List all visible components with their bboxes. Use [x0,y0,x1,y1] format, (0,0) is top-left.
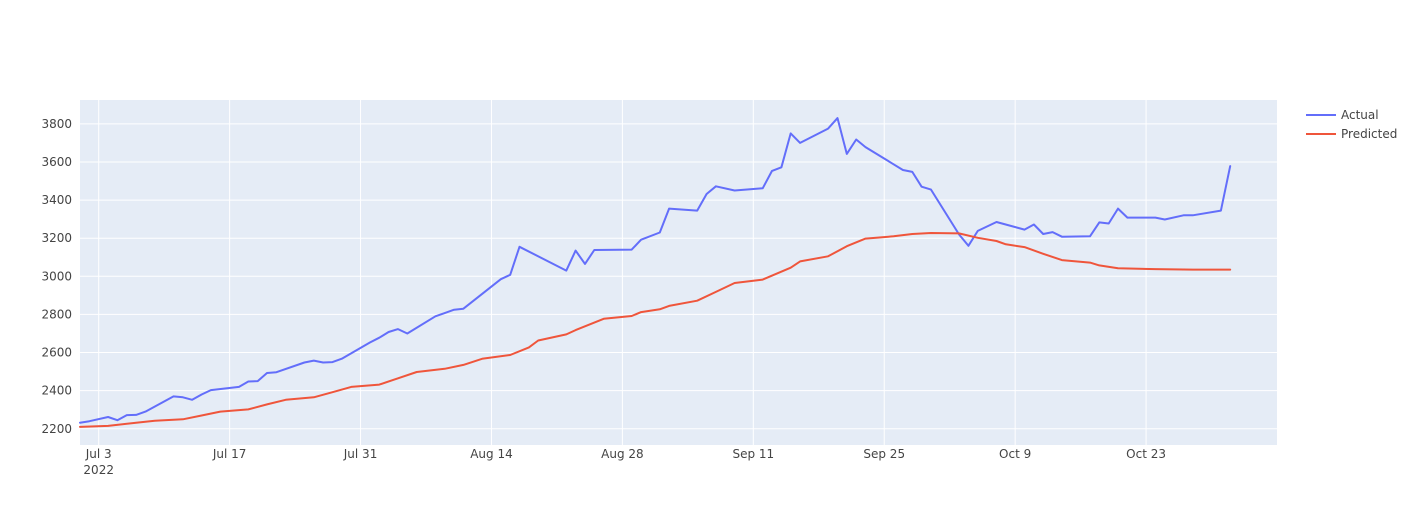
x-tick-label: Aug 14 [470,447,513,461]
y-axis-ticks: 2200 2400 2600 2800 3000 3200 3400 3600 3800 [41,117,72,436]
x-tick-label: Jul 31 [343,447,378,461]
x-tick-label: Sep 11 [732,447,774,461]
x-tick-label: Sep 25 [863,447,905,461]
y-tick-label: 2400 [41,384,72,398]
legend-item-predicted[interactable]: Predicted [1306,127,1397,141]
y-tick-label: 3200 [41,231,72,245]
grid-lines [80,100,1277,445]
y-tick-label: 3000 [41,269,72,283]
x-axis-ticks: Jul 3 2022 Jul 17 Jul 31 Aug 14 Aug 28 Sep 11 S… [83,447,1166,477]
plot-background [80,100,1277,445]
y-tick-label: 3400 [41,193,72,207]
x-tick-label: Oct 9 [999,447,1031,461]
x-tick-label: Oct 23 [1126,447,1166,461]
legend-label: Actual [1341,108,1379,122]
x-tick-label: Aug 28 [601,447,644,461]
y-tick-label: 2600 [41,346,72,360]
x-tick-label: Jul 3 [85,447,112,461]
series-line-actual [79,117,1232,424]
x-tick-year-label: 2022 [83,463,114,477]
legend-item-actual[interactable]: Actual [1306,108,1379,122]
y-tick-label: 2200 [41,422,72,436]
legend-label: Predicted [1341,127,1397,141]
series-line-predicted [79,232,1232,428]
y-tick-label: 3600 [41,155,72,169]
y-tick-label: 3800 [41,117,72,131]
x-tick-label: Jul 17 [212,447,247,461]
series-lines [79,117,1232,428]
y-tick-label: 2800 [41,307,72,321]
legend[interactable]: Actual Predicted [1306,108,1397,141]
